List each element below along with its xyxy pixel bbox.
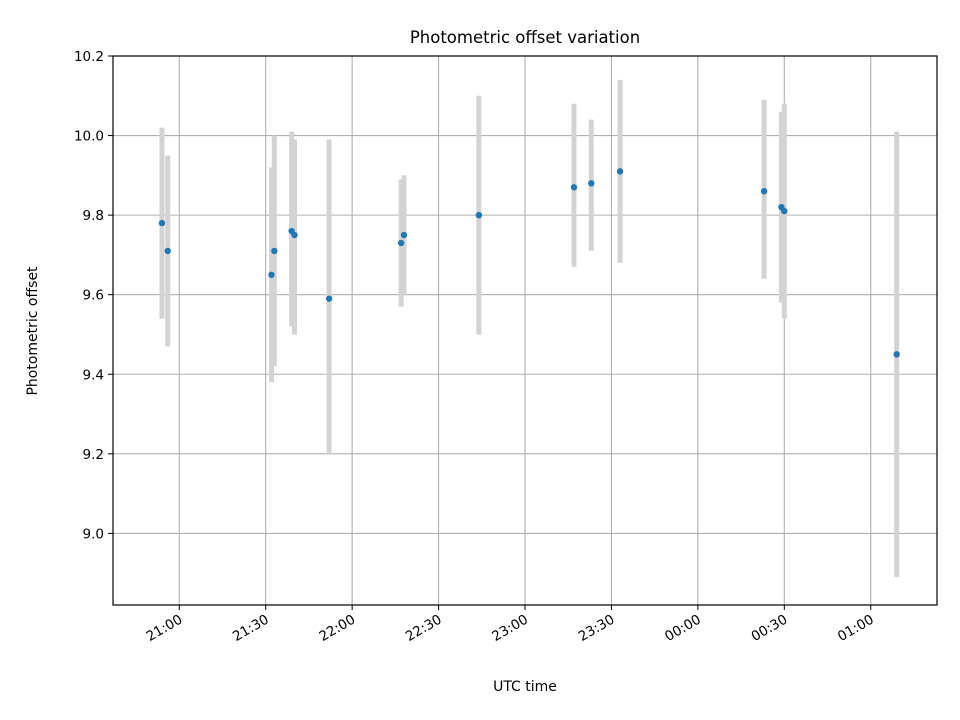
data-point	[588, 180, 595, 187]
data-point	[475, 211, 483, 219]
y-tick-label: 9.2	[83, 447, 104, 463]
y-tick-label: 9.8	[83, 208, 104, 224]
data-point	[893, 351, 900, 358]
data-point	[570, 184, 578, 191]
data-point	[158, 219, 166, 227]
data-point	[164, 247, 171, 255]
data-point	[397, 239, 405, 247]
data-point	[616, 168, 624, 175]
data-point	[271, 247, 278, 255]
data-point	[400, 231, 408, 239]
y-tick-label: 9.6	[83, 288, 104, 304]
y-tick-label: 9.0	[83, 526, 104, 542]
y-tick-label: 9.4	[83, 367, 104, 383]
y-axis-label: Photometric offset	[25, 266, 41, 396]
x-axis-label: UTC time	[493, 679, 557, 695]
data-points	[158, 168, 900, 358]
data-point	[781, 207, 788, 215]
y-tick-label: 10.2	[74, 49, 104, 65]
data-point	[325, 295, 333, 302]
y-tick-label: 10.0	[74, 129, 104, 145]
data-point	[291, 231, 298, 239]
data-point	[268, 271, 275, 279]
data-point	[760, 188, 768, 195]
y-axis-ticks: 9.0 9.2 9.4 9.6 9.8 10.0 10.2	[74, 49, 113, 542]
chart-title: Photometric offset variation	[410, 28, 640, 47]
